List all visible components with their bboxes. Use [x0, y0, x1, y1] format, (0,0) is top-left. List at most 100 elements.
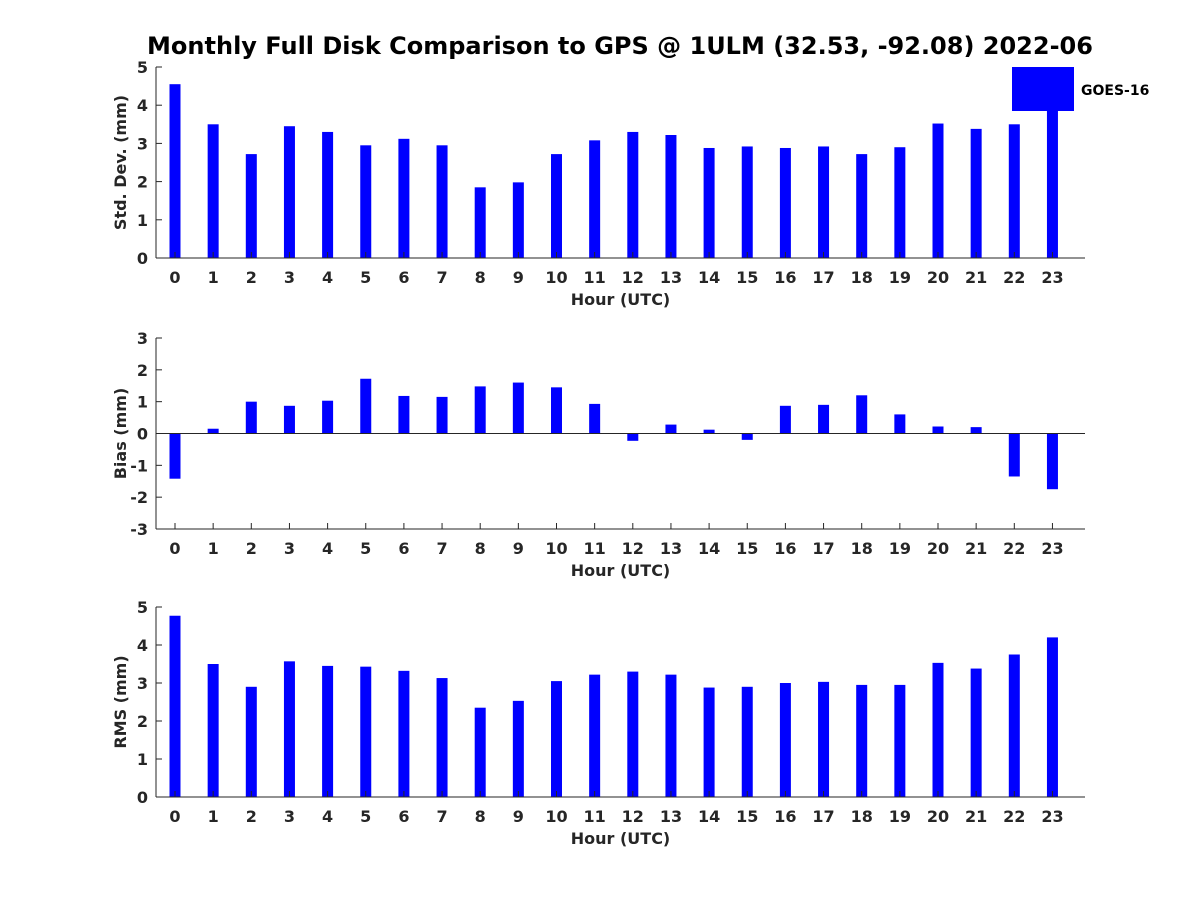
- x-tick-label: 16: [774, 268, 796, 287]
- x-tick-label: 1: [208, 807, 219, 826]
- bar-hour-19: [894, 414, 906, 434]
- x-tick-label: 9: [513, 268, 524, 287]
- legend-label-goes-16: GOES-16: [1081, 83, 1149, 99]
- x-tick-label: 2: [246, 539, 257, 558]
- bar-hour-10: [551, 387, 562, 434]
- bar-hour-16: [779, 405, 791, 434]
- bar-hour-10: [551, 154, 562, 258]
- bar-hour-19: [894, 684, 906, 797]
- x-tick-label: 13: [660, 268, 682, 287]
- x-tick-label: 5: [360, 539, 371, 558]
- x-tick-label: 11: [584, 268, 606, 287]
- x-tick-label: 6: [398, 539, 409, 558]
- bar-hour-1: [207, 428, 219, 434]
- bar-hour-22: [1008, 433, 1020, 477]
- x-axis-label: Hour (UTC): [571, 290, 671, 309]
- bar-hour-18: [856, 395, 868, 434]
- bar-hour-9: [512, 382, 524, 434]
- y-tick-label: 0: [137, 249, 148, 268]
- legend-swatch-goes-16: [1012, 67, 1074, 111]
- x-tick-label: 2: [246, 268, 257, 287]
- bar-hour-9: [512, 182, 524, 258]
- x-tick-label: 20: [927, 539, 949, 558]
- bar-hour-4: [322, 131, 334, 258]
- x-tick-label: 10: [545, 807, 567, 826]
- x-tick-label: 18: [851, 268, 873, 287]
- x-tick-label: 17: [812, 807, 834, 826]
- bar-hour-13: [665, 424, 677, 434]
- bar-hour-19: [894, 147, 906, 258]
- bar-hour-15: [741, 433, 753, 440]
- y-tick-label: 5: [137, 58, 148, 77]
- x-tick-label: 23: [1041, 807, 1063, 826]
- bar-hour-22: [1008, 654, 1020, 797]
- y-tick-label: 2: [137, 361, 148, 380]
- x-tick-label: 15: [736, 539, 758, 558]
- bar-hour-2: [245, 401, 257, 434]
- x-tick-label: 1: [208, 539, 219, 558]
- x-tick-label: 0: [169, 807, 180, 826]
- x-tick-label: 6: [398, 807, 409, 826]
- x-tick-label: 18: [851, 539, 873, 558]
- x-tick-label: 7: [436, 539, 447, 558]
- bar-hour-1: [207, 664, 219, 797]
- x-tick-label: 19: [889, 268, 911, 287]
- y-axis-label: Bias (mm): [111, 388, 130, 480]
- bar-hour-6: [398, 138, 410, 258]
- bar-hour-13: [665, 135, 677, 258]
- bar-hour-20: [932, 426, 944, 434]
- bar-hour-8: [474, 386, 486, 434]
- bar-hour-18: [856, 684, 868, 797]
- bar-hour-2: [245, 686, 257, 797]
- bar-hour-0: [169, 615, 181, 797]
- y-tick-label: 2: [137, 173, 148, 192]
- x-tick-label: 16: [774, 807, 796, 826]
- x-tick-label: 9: [513, 539, 524, 558]
- y-tick-label: 2: [137, 712, 148, 731]
- x-tick-label: 19: [889, 539, 911, 558]
- bar-hour-21: [970, 668, 982, 797]
- x-tick-label: 4: [322, 539, 333, 558]
- x-tick-label: 1: [208, 268, 219, 287]
- x-tick-label: 8: [475, 807, 486, 826]
- x-tick-label: 12: [622, 807, 644, 826]
- bar-hour-13: [665, 674, 677, 797]
- bar-hour-11: [589, 403, 601, 434]
- x-tick-label: 0: [169, 539, 180, 558]
- bar-hour-23: [1046, 105, 1058, 258]
- bar-hour-14: [703, 687, 715, 797]
- x-tick-label: 11: [584, 539, 606, 558]
- bar-hour-7: [436, 678, 448, 797]
- bar-hour-9: [512, 700, 524, 797]
- y-tick-label: -1: [130, 456, 148, 475]
- bar-hour-3: [283, 126, 295, 259]
- x-tick-label: 21: [965, 807, 987, 826]
- x-tick-label: 18: [851, 807, 873, 826]
- bar-hour-8: [474, 187, 486, 258]
- x-tick-label: 7: [436, 268, 447, 287]
- bar-hour-20: [932, 123, 944, 258]
- y-tick-label: -3: [130, 520, 148, 539]
- x-tick-label: 6: [398, 268, 409, 287]
- bar-hour-15: [741, 146, 753, 258]
- bar-hour-12: [627, 433, 639, 441]
- bar-hour-14: [703, 147, 715, 258]
- x-tick-label: 14: [698, 539, 720, 558]
- bar-hour-15: [741, 686, 753, 797]
- x-tick-label: 21: [965, 268, 987, 287]
- x-tick-label: 3: [284, 807, 295, 826]
- bar-hour-10: [551, 681, 562, 797]
- x-tick-label: 4: [322, 268, 333, 287]
- y-tick-label: 0: [137, 425, 148, 444]
- x-tick-label: 12: [622, 268, 644, 287]
- bar-hour-1: [207, 124, 219, 258]
- bar-hour-3: [283, 661, 295, 797]
- bar-hour-11: [589, 674, 601, 797]
- x-tick-label: 3: [284, 268, 295, 287]
- bar-hour-0: [169, 84, 181, 258]
- x-tick-label: 7: [436, 807, 447, 826]
- bar-hour-0: [169, 433, 181, 479]
